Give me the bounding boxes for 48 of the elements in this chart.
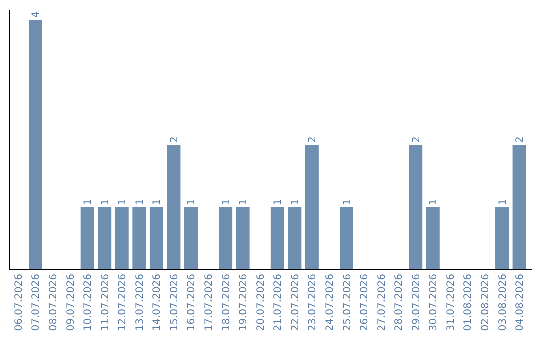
data-label: 1 [342, 199, 354, 206]
x-tick-label: 11.07.2026 [100, 274, 112, 332]
data-label: 1 [152, 199, 164, 206]
x-tick-label: 15.07.2026 [169, 274, 180, 332]
x-tick-label: 17.07.2026 [204, 274, 216, 332]
x-tick-label: 23.07.2026 [308, 274, 319, 332]
x-tick-label: 13.07.2026 [134, 274, 146, 332]
x-tick-label: 21.07.2026 [273, 274, 284, 332]
data-label: 2 [515, 136, 526, 143]
x-tick-label: 18.07.2026 [221, 274, 232, 332]
data-label: 4 [31, 12, 42, 18]
x-tick-label: 09.07.2026 [66, 274, 77, 332]
x-tick-label: 16.07.2026 [186, 274, 198, 332]
x-tick-label: 02.08.2026 [480, 274, 492, 332]
x-tick-label: 26.07.2026 [360, 274, 371, 332]
x-tick-label: 24.07.2026 [324, 274, 336, 332]
x-tick-label: 06.07.2026 [14, 274, 25, 332]
data-label: 1 [100, 199, 112, 206]
x-tick-label: 22.07.2026 [290, 274, 302, 332]
x-tick-label: 08.07.2026 [48, 274, 60, 332]
data-label: 1 [83, 199, 94, 206]
data-label: 1 [221, 199, 232, 206]
data-label: 1 [498, 199, 509, 206]
x-tick-label: 19.07.2026 [238, 274, 250, 332]
data-label: 1 [134, 199, 146, 206]
x-tick-label: 12.07.2026 [118, 274, 129, 332]
x-tick-label: 03.08.2026 [498, 274, 509, 332]
data-label: 1 [273, 199, 284, 206]
data-label: 2 [308, 136, 319, 143]
x-tick-label: 25.07.2026 [342, 274, 354, 332]
data-label: 1 [290, 199, 302, 206]
x-tick-label: 31.07.2026 [446, 274, 457, 332]
x-tick-label: 04.08.2026 [515, 274, 526, 332]
data-label: 2 [411, 136, 422, 143]
x-tick-label: 07.07.2026 [31, 274, 42, 332]
data-label: 1 [186, 199, 198, 206]
x-tick-label: 30.07.2026 [428, 274, 440, 332]
x-tick-label: 14.07.2026 [152, 274, 164, 332]
data-label: 1 [428, 199, 440, 206]
data-label: 2 [169, 136, 180, 143]
data-label: 1 [238, 199, 250, 206]
x-tick-label: 01.08.2026 [463, 274, 474, 332]
x-tick-label: 20.07.2026 [256, 274, 267, 332]
x-tick-label: 29.07.2026 [411, 274, 422, 332]
data-label: 1 [118, 199, 129, 206]
x-tick-label: 27.07.2026 [376, 274, 388, 332]
x-tick-label: 28.07.2026 [394, 274, 406, 332]
x-tick-label: 10.07.2026 [83, 274, 94, 332]
